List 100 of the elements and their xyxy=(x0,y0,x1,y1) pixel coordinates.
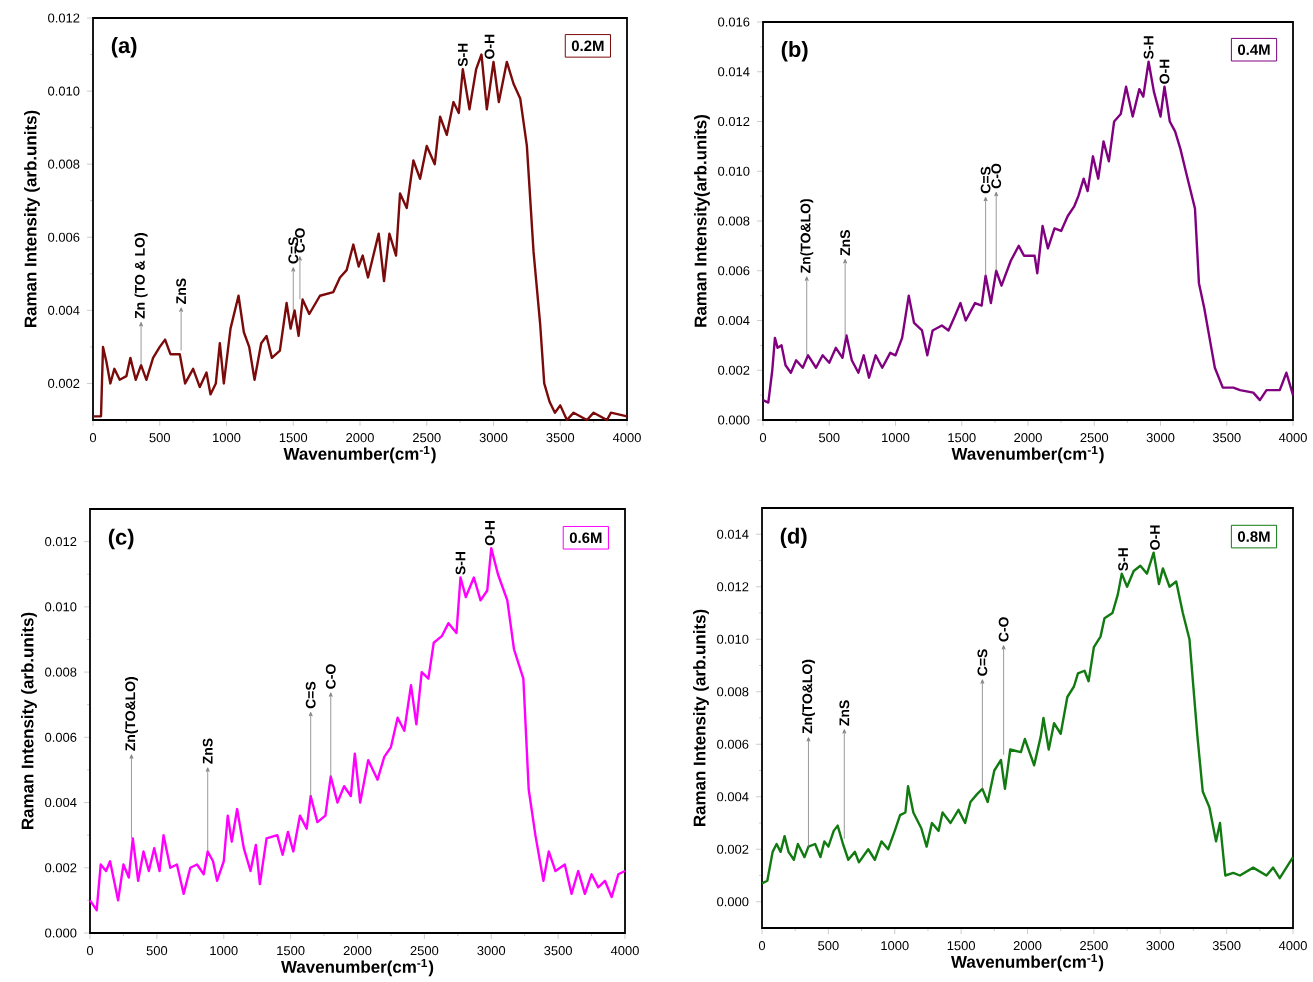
annotation: S-H xyxy=(457,43,468,67)
annotation: ZnS xyxy=(202,738,213,764)
x-tick-label: 1000 xyxy=(881,941,909,951)
y-tick-label: 0.006 xyxy=(45,732,77,742)
x-tick-label: 3000 xyxy=(1146,941,1175,951)
x-tick-label: 500 xyxy=(818,433,840,443)
x-tick-label: 1500 xyxy=(947,941,976,951)
y-axis-title: Raman Intensity(arb.units) xyxy=(694,115,710,327)
annotation: C-O xyxy=(991,163,1002,189)
y-tick-label: 0.006 xyxy=(48,232,80,242)
annotation: Zn(TO&LO) xyxy=(124,677,138,751)
y-tick-label: 0.008 xyxy=(45,667,77,677)
line-series xyxy=(761,60,1295,404)
x-tick-label: 500 xyxy=(818,941,839,951)
x-tick-label: 0 xyxy=(89,433,97,443)
x-tick-label: 1500 xyxy=(279,433,308,443)
x-tick-label: 3000 xyxy=(1146,433,1175,443)
x-axis-title: Wavenumber(cm$^{-1}$) xyxy=(951,445,1104,464)
x-tick-label: 4000 xyxy=(610,946,639,956)
x-axis-title: Wavenumber(cm$^{-1}$) xyxy=(281,958,434,977)
y-axis-title: Raman Intensity (arb.units) xyxy=(24,110,40,328)
y-tick-label: 0.002 xyxy=(48,378,80,389)
y-tick-label: 0.014 xyxy=(717,529,749,539)
x-axis-title: Wavenumber(cm$^{-1}$) xyxy=(283,445,436,464)
x-tick-label: 1000 xyxy=(882,433,910,443)
x-tick-label: 3000 xyxy=(479,433,508,443)
x-tick-label: 1000 xyxy=(213,433,241,443)
annotation: C=S xyxy=(305,681,316,709)
x-tick-label: 4000 xyxy=(1278,433,1307,443)
y-axis-title: Raman Intensity (arb.units) xyxy=(21,612,37,830)
y-tick-label: 0.004 xyxy=(718,315,750,326)
annotation: 0.4M xyxy=(1237,44,1270,55)
annotation: (c) xyxy=(108,528,134,550)
y-tick-label: 0.006 xyxy=(717,739,749,749)
x-tick-label: 3500 xyxy=(544,946,573,956)
y-tick-label: 0.004 xyxy=(717,792,749,802)
annotation: ZnS xyxy=(839,700,850,726)
y-tick-label: 0.010 xyxy=(45,602,77,612)
annotation: O-H xyxy=(484,34,495,59)
y-tick-label: 0.012 xyxy=(45,537,77,547)
annotation: (b) xyxy=(781,40,808,62)
x-tick-label: 4000 xyxy=(612,433,641,443)
annotation: ZnS xyxy=(176,278,187,304)
x-tick-label: 2000 xyxy=(343,946,372,956)
x-tick-label: 3500 xyxy=(546,433,575,443)
y-tick-label: 0.012 xyxy=(48,13,80,23)
y-tick-label: 0.004 xyxy=(45,797,77,808)
y-tick-label: 0.016 xyxy=(718,17,750,27)
annotation: C=S xyxy=(977,649,988,676)
y-tick-label: 0.010 xyxy=(718,166,750,176)
annotation: (d) xyxy=(780,527,807,549)
x-axis-title: Wavenumber(cm$^{-1}$) xyxy=(951,953,1104,972)
annotation: O-H xyxy=(1159,59,1170,84)
x-tick-label: 3500 xyxy=(1212,433,1241,443)
x-tick-label: 1500 xyxy=(277,946,305,956)
x-tick-label: 0 xyxy=(758,941,766,951)
x-tick-label: 0 xyxy=(86,946,94,956)
annotation: 0.8M xyxy=(1237,531,1270,542)
annotation: 0.6M xyxy=(569,532,602,544)
annotation: Zn(TO&LO) xyxy=(801,659,815,734)
annotation: C=S xyxy=(980,166,991,194)
y-tick-label: 0.008 xyxy=(717,687,749,697)
y-tick-label: 0.014 xyxy=(718,67,750,77)
x-tick-label: 2500 xyxy=(410,946,439,956)
x-tick-label: 2000 xyxy=(346,433,374,443)
annotation: Zn(TO&LO) xyxy=(800,199,814,273)
y-tick-label: 0.012 xyxy=(718,116,750,127)
x-tick-label: 500 xyxy=(149,433,171,443)
x-tick-label: 2500 xyxy=(1080,433,1109,443)
x-tick-label: 3000 xyxy=(477,946,506,956)
x-tick-label: 500 xyxy=(146,946,168,956)
y-tick-label: 0.008 xyxy=(48,159,80,169)
annotation: S-H xyxy=(455,552,466,575)
y-tick-label: 0.000 xyxy=(718,415,750,425)
y-tick-label: 0.008 xyxy=(718,216,750,226)
annotation: (a) xyxy=(111,37,137,58)
x-tick-label: 2500 xyxy=(413,433,441,443)
y-tick-label: 0.006 xyxy=(718,266,750,276)
y-tick-label: 0.012 xyxy=(717,582,749,592)
y-tick-label: 0.000 xyxy=(45,928,77,938)
x-tick-label: 1000 xyxy=(210,946,238,956)
x-tick-label: 0 xyxy=(759,433,767,443)
x-tick-label: 3500 xyxy=(1212,941,1241,951)
annotation: S-H xyxy=(1143,36,1154,59)
annotation: 0.2M xyxy=(571,40,604,52)
y-axis-title: Raman Intensity (arb.units) xyxy=(693,609,709,827)
y-tick-label: 0.010 xyxy=(717,634,749,644)
annotation: O-H xyxy=(485,521,495,546)
y-tick-label: 0.002 xyxy=(45,863,77,873)
y-tick-label: 0.002 xyxy=(718,365,750,375)
x-tick-label: 2500 xyxy=(1080,941,1108,951)
annotation: C-O xyxy=(325,664,336,689)
annotation: S-H xyxy=(1118,548,1129,571)
annotation: O-H xyxy=(1150,525,1160,550)
y-tick-label: 0.002 xyxy=(717,844,749,854)
x-tick-label: 1500 xyxy=(948,433,976,443)
annotation: C-O xyxy=(998,617,1009,642)
y-tick-label: 0.010 xyxy=(48,86,80,96)
y-tick-label: 0.004 xyxy=(48,305,80,315)
x-tick-label: 2000 xyxy=(1013,941,1042,951)
